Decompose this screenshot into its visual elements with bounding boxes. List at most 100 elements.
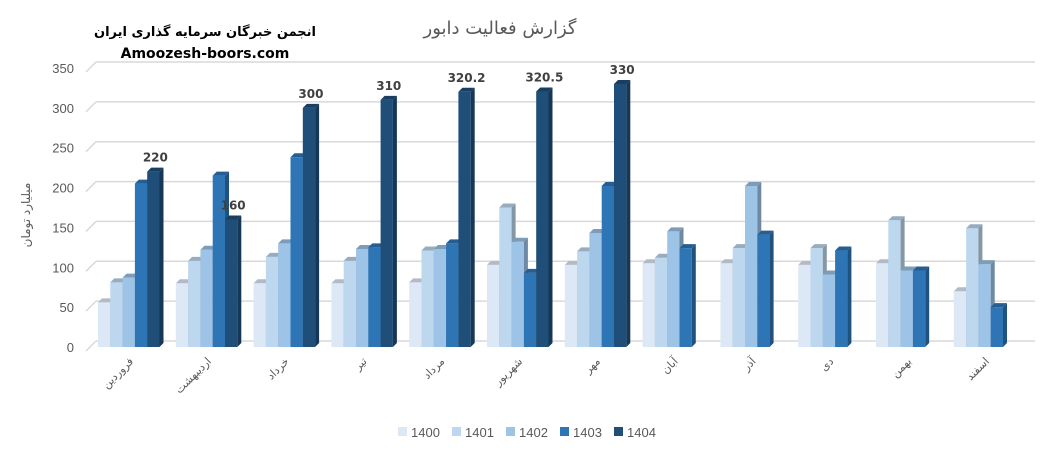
bar-front <box>900 270 913 347</box>
bar-1404 <box>225 215 242 347</box>
bar-front <box>953 291 967 347</box>
bar-front <box>265 256 279 347</box>
bar-top <box>212 171 229 176</box>
bar-top <box>253 279 270 284</box>
bar-1404 <box>302 103 320 347</box>
bar-top <box>343 256 360 261</box>
legend: 1400 1401 1402 1403 1404 <box>398 425 656 440</box>
legend-swatch <box>452 427 461 436</box>
x-tick-label: مرداد <box>421 355 448 382</box>
bar-side <box>392 95 397 347</box>
bar-top <box>822 270 840 275</box>
legend-label: 1401 <box>465 425 494 440</box>
bar-front <box>564 264 578 347</box>
bar-front <box>487 264 500 347</box>
bar-front <box>822 274 836 347</box>
x-tick-label: آبان <box>658 354 681 377</box>
bar-top <box>511 237 528 242</box>
data-label: 160 <box>221 198 246 212</box>
bar-side <box>237 215 242 347</box>
y-tick-label: 150 <box>52 220 74 235</box>
gridline-diagonal <box>85 300 97 312</box>
gridline-diagonal <box>85 220 97 232</box>
bar-top <box>679 244 696 249</box>
y-tick-label: 50 <box>60 300 74 315</box>
bar-front <box>446 243 459 347</box>
bar-front <box>212 175 225 347</box>
bar-front <box>876 263 889 347</box>
gridlines <box>85 61 1035 352</box>
legend-swatch <box>398 427 407 436</box>
bar-front <box>536 91 549 347</box>
bar-top <box>110 278 127 283</box>
gridline-diagonal <box>85 101 97 113</box>
x-tick-label: شهریور <box>491 355 525 389</box>
bar-1404 <box>147 167 164 347</box>
data-label: 330 <box>610 63 635 77</box>
bar-top <box>966 224 983 229</box>
bar-top <box>356 244 373 249</box>
bar-front <box>757 234 770 347</box>
bar-front <box>331 283 344 347</box>
x-tick-label: فروردین <box>100 355 136 391</box>
bar-front <box>225 219 238 347</box>
gridline-diagonal <box>85 260 97 272</box>
bar-top <box>978 260 995 265</box>
bar-side <box>315 103 320 347</box>
bar-top <box>900 266 917 271</box>
watermark-line2: Amoozesh-boors.com <box>121 46 290 62</box>
bar-front <box>601 185 614 347</box>
bar-top <box>912 266 930 271</box>
bar-side <box>1003 303 1007 347</box>
bar-front <box>523 272 537 347</box>
bar-front <box>577 251 590 347</box>
bar-top <box>380 95 397 100</box>
bar-front <box>122 277 135 347</box>
bar-top <box>265 252 283 257</box>
bar-top <box>499 203 516 208</box>
bar-front <box>499 207 512 347</box>
bar-top <box>147 167 164 172</box>
bar-front <box>888 220 901 347</box>
x-tick-label: دی <box>818 355 837 374</box>
x-tick-label: اردیبهشت <box>173 355 214 396</box>
bar-front <box>667 231 680 347</box>
bar-top <box>798 260 815 265</box>
bar-top <box>667 227 684 232</box>
bar-front <box>175 283 189 347</box>
bar-front <box>990 307 1003 347</box>
bar-front <box>458 91 471 348</box>
bar-top <box>810 244 827 249</box>
bar-front <box>147 171 160 347</box>
bar-top <box>278 239 295 244</box>
bar-1402 <box>978 260 995 347</box>
bar-top <box>757 230 774 235</box>
x-tick-label: آذر <box>739 354 760 375</box>
x-tick-label: مهر <box>581 355 603 377</box>
bar-front <box>409 282 422 347</box>
bar-side <box>159 167 164 347</box>
legend-label: 1400 <box>411 425 440 440</box>
bar-side <box>847 246 852 347</box>
bar-1404 <box>614 79 631 347</box>
bar-front <box>290 157 303 347</box>
bar-top <box>642 259 659 264</box>
gridline-diagonal <box>85 181 97 193</box>
bar-1403 <box>990 303 1007 347</box>
bar-side <box>626 79 631 347</box>
data-label: 300 <box>298 87 323 101</box>
y-tick-label: 350 <box>52 61 74 76</box>
watermark-line1: انجمن خبرگان سرمایه گذاری ایران <box>94 24 316 40</box>
bar-top <box>732 244 749 249</box>
chart-title: گزارش فعالیت دابور <box>423 17 577 39</box>
y-tick-label: 100 <box>52 260 74 275</box>
bar-top <box>953 287 971 292</box>
data-label: 220 <box>143 151 168 165</box>
bar-front <box>679 248 692 347</box>
x-tick-label: اسفند <box>964 355 992 383</box>
x-tick-label: تیر <box>351 355 370 374</box>
bar-1403 <box>757 230 774 347</box>
data-label: 320.5 <box>525 71 563 85</box>
bar-top <box>888 216 905 221</box>
